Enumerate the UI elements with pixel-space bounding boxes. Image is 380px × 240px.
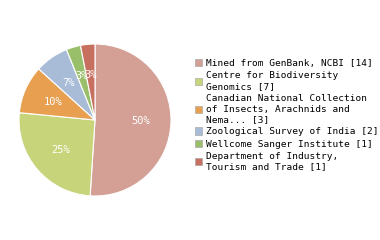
Wedge shape — [19, 113, 95, 196]
Wedge shape — [19, 69, 95, 120]
Legend: Mined from GenBank, NCBI [14], Centre for Biodiversity
Genomics [7], Canadian Na: Mined from GenBank, NCBI [14], Centre fo… — [195, 59, 378, 171]
Wedge shape — [90, 44, 171, 196]
Wedge shape — [66, 45, 95, 120]
Text: 7%: 7% — [63, 78, 75, 88]
Wedge shape — [39, 49, 95, 120]
Text: 3%: 3% — [76, 71, 88, 81]
Text: 25%: 25% — [51, 144, 70, 155]
Wedge shape — [81, 44, 95, 120]
Text: 50%: 50% — [131, 116, 150, 126]
Text: 3%: 3% — [84, 70, 97, 80]
Text: 10%: 10% — [44, 96, 63, 107]
